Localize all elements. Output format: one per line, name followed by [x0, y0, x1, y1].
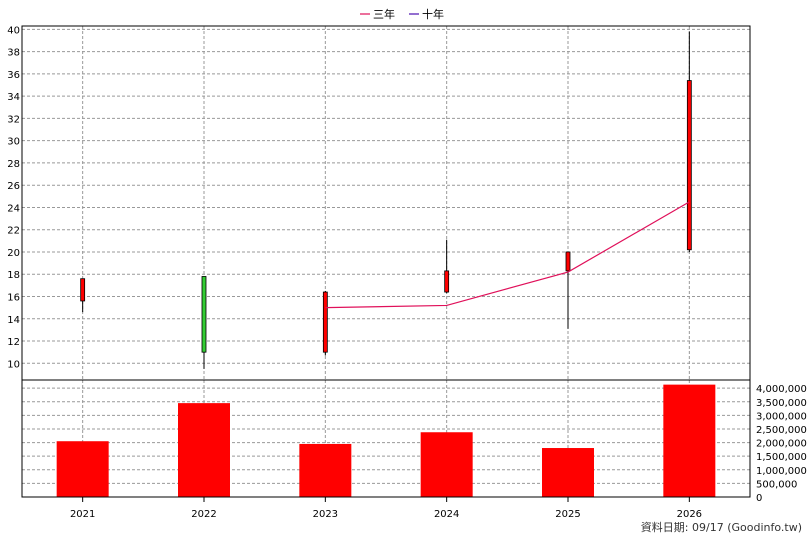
volume-tick-label: 3,500,000: [756, 398, 807, 409]
volume-bar-2021: [56, 441, 109, 497]
candle-body-2024: [444, 270, 450, 293]
footer-date: 資料日期: 09/17 (Goodinfo.tw): [640, 521, 802, 534]
volume-plot-frame: [21, 379, 751, 498]
legend: 三年 十年: [360, 7, 444, 21]
candle-body-2025: [565, 251, 571, 272]
volume-tick-label: 1,500,000: [756, 452, 807, 463]
candle-wicks: [82, 31, 690, 369]
legend-label-1: 三年: [373, 7, 395, 21]
price-tick-label: 12: [7, 337, 20, 348]
candle-body-2023: [322, 291, 328, 353]
year-tick-label: 2024: [434, 509, 459, 520]
candle-body-2022: [201, 276, 207, 353]
price-tick-label: 20: [7, 248, 20, 259]
plot-frames: [21, 25, 751, 498]
price-tick-label: 30: [7, 137, 20, 148]
candle-body-2026: [686, 80, 692, 251]
year-tick-label: 2022: [191, 509, 216, 520]
volume-bar-2024: [420, 432, 473, 497]
price-tick-label: 34: [7, 92, 20, 103]
volume-tick-label: 2,000,000: [756, 439, 807, 450]
candle-bodies: [80, 80, 692, 353]
year-tick-label: 2023: [313, 509, 338, 520]
price-tick-label: 40: [7, 25, 20, 36]
legend-label-2: 十年: [422, 7, 444, 21]
candle-body-2021: [80, 278, 86, 302]
price-tick-label: 36: [7, 70, 20, 81]
volume-tick-label: 1,000,000: [756, 466, 807, 477]
price-tick-label: 14: [7, 315, 20, 326]
volume-bar-2026: [663, 384, 716, 497]
price-tick-label: 16: [7, 293, 20, 304]
year-tick-label: 2021: [70, 509, 95, 520]
volume-bar-2022: [178, 403, 230, 497]
year-tick-label: 2025: [555, 509, 580, 520]
price-plot-frame: [21, 25, 751, 381]
volume-tick-label: 500,000: [756, 479, 797, 490]
price-tick-label: 22: [7, 226, 20, 237]
volume-tick-label: 0: [756, 493, 762, 504]
price-tick-label: 18: [7, 270, 20, 281]
price-axis-ticks: 10 12 14 16 18 20 22 24 26 28 30 32 34 36 38 40: [7, 25, 20, 370]
price-tick-label: 38: [7, 48, 20, 59]
volume-grid: [22, 380, 750, 498]
price-tick-label: 26: [7, 181, 20, 192]
year-axis-ticks: 2021 2022 2023 2024 2025 2026: [70, 497, 702, 520]
moving-average-lines: [325, 201, 690, 309]
volume-tick-label: 3,000,000: [756, 411, 807, 422]
price-tick-label: 32: [7, 114, 20, 125]
year-tick-label: 2026: [677, 509, 702, 520]
volume-bar-2025: [542, 448, 594, 497]
price-tick-label: 28: [7, 159, 20, 170]
price-tick-label: 10: [7, 359, 20, 370]
volume-tick-label: 4,000,000: [756, 384, 807, 395]
volume-axis-ticks: 0 500,000 1,000,000 1,500,000 2,000,000 2,500…: [756, 384, 807, 504]
price-tick-label: 24: [7, 203, 20, 214]
ma-line-1: [325, 201, 690, 309]
volume-bars: [56, 384, 716, 497]
volume-tick-label: 2,500,000: [756, 425, 807, 436]
price-grid: [22, 26, 750, 380]
volume-bar-2023: [299, 443, 352, 497]
